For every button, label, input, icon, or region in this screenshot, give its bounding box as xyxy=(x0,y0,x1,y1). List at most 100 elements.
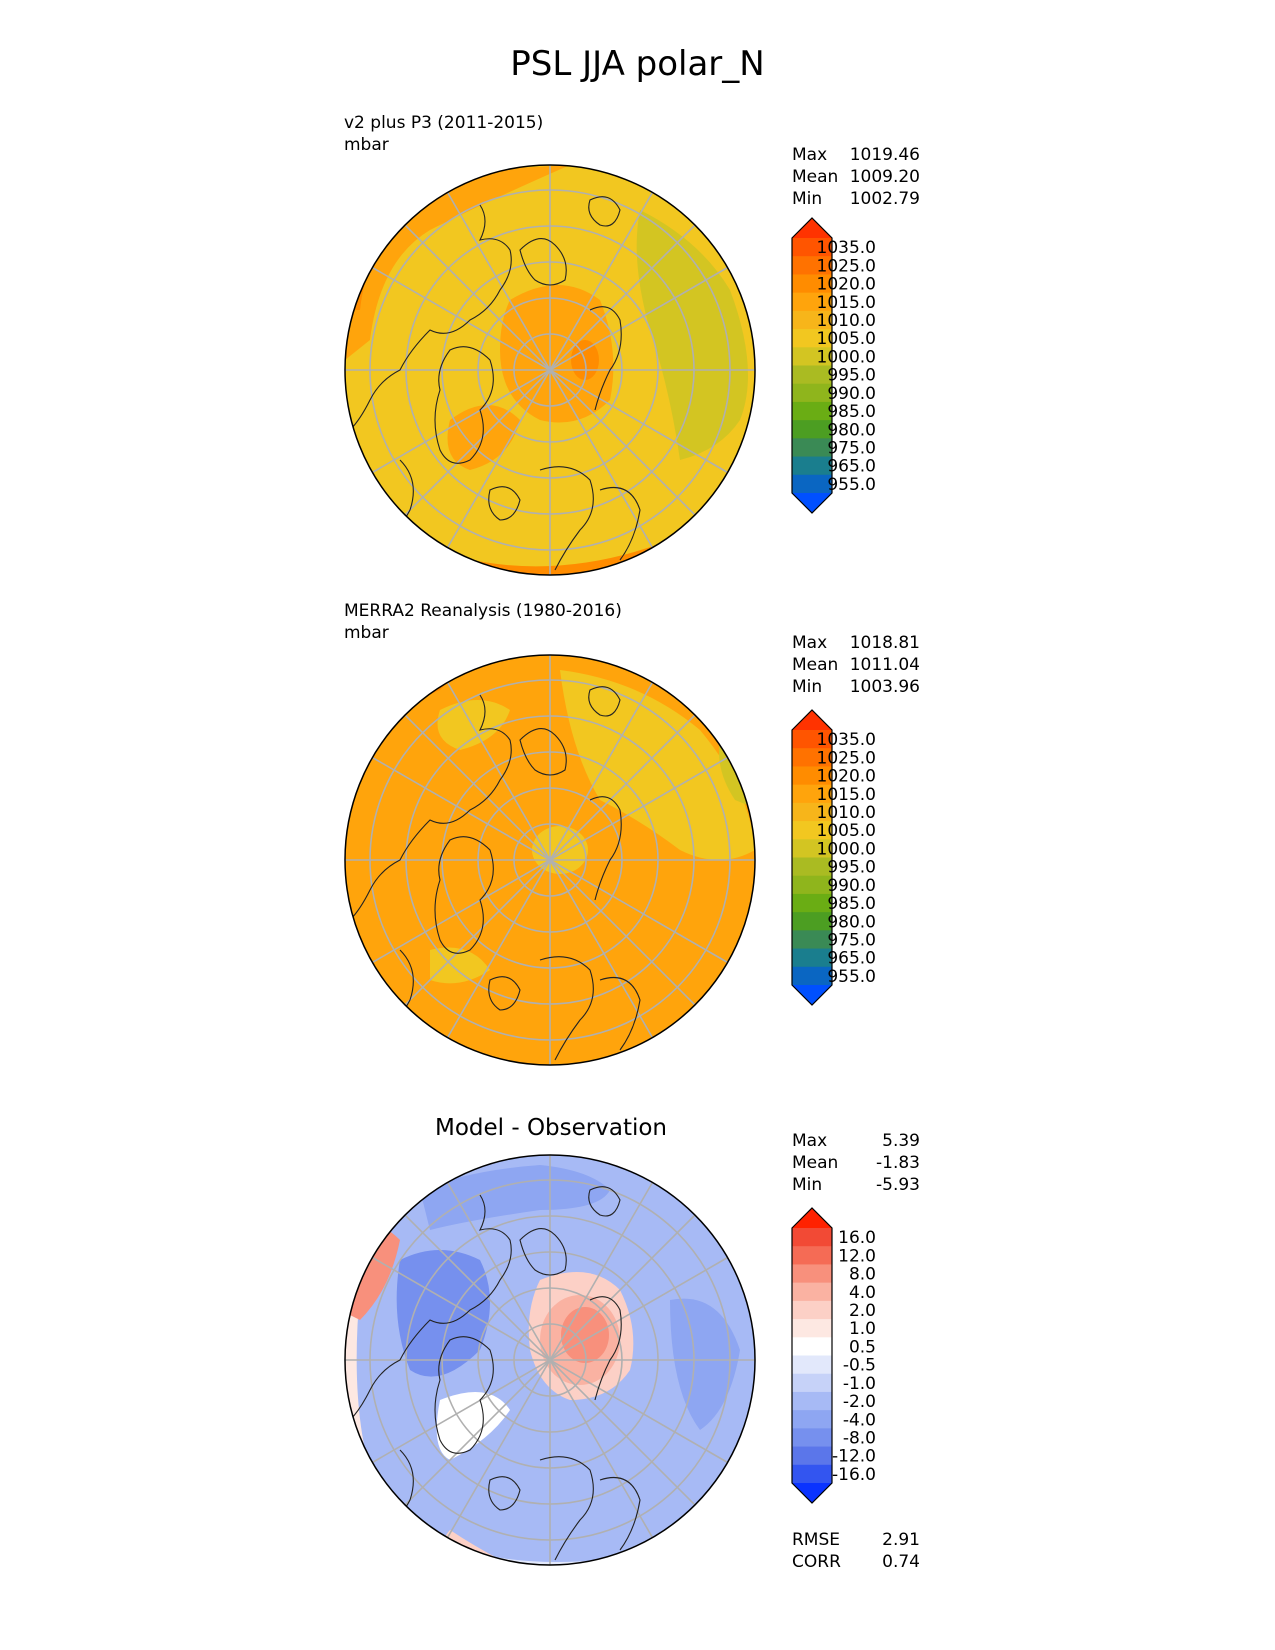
colorbar-bin xyxy=(792,875,832,895)
panel-3-colorbar: 16.012.08.04.02.01.00.5-0.5-1.0-2.0-4.0-… xyxy=(791,1207,876,1504)
stat-label: Mean xyxy=(792,1153,839,1173)
colorbar-bin xyxy=(792,1446,832,1466)
colorbar-tick-label: 1010.0 xyxy=(817,311,876,331)
panel-3-stats: Max 5.39 Mean -1.83 Min -5.93 xyxy=(792,1130,920,1196)
panel-2-title: MERRA2 Reanalysis (1980-2016) xyxy=(344,601,622,621)
coastlines xyxy=(349,1186,641,1561)
colorbar-bin xyxy=(792,1410,832,1429)
panel-2-label: MERRA2 Reanalysis (1980-2016) mbar xyxy=(344,600,622,644)
colorbar-bin xyxy=(792,474,832,494)
positive-edge-south xyxy=(445,1530,520,1565)
colorbar-bin xyxy=(792,438,832,458)
colorbar-bin xyxy=(792,966,832,986)
colorbar-bin xyxy=(792,948,832,968)
colorbar-tick-label: -16.0 xyxy=(832,1465,876,1485)
metric-value: 2.91 xyxy=(882,1530,920,1550)
colorbar-bin xyxy=(792,893,832,913)
colorbar-bin xyxy=(792,365,832,385)
colorbar-bin xyxy=(792,930,832,950)
colorbar-bin xyxy=(792,1428,832,1448)
colorbar-bin xyxy=(792,730,832,749)
colorbar-bin xyxy=(792,1391,832,1411)
stat-label: Min xyxy=(792,677,823,697)
stat-value: 1003.96 xyxy=(849,677,920,697)
colorbar-bin xyxy=(792,1337,832,1356)
colorbar-extend-max xyxy=(792,1208,832,1228)
panel-2-units: mbar xyxy=(344,623,389,643)
stat-value: -5.93 xyxy=(876,1175,920,1195)
colorbar-tick-label: 1020.0 xyxy=(817,767,876,787)
colorbar-tick-label: 1035.0 xyxy=(817,238,876,258)
colorbar-extend-min xyxy=(792,493,832,513)
stat-value: 1019.46 xyxy=(849,145,920,165)
colorbar-outline xyxy=(791,709,833,1006)
colorbar-bin xyxy=(792,839,832,858)
colorbar-tick-label: 16.0 xyxy=(838,1228,876,1248)
stat-value: 1009.20 xyxy=(849,167,920,187)
stat-label: Max xyxy=(792,145,828,165)
negative-core-east xyxy=(670,1298,740,1430)
metric-value: 0.74 xyxy=(882,1552,920,1572)
greenland-patch xyxy=(430,947,490,984)
map-frame xyxy=(344,164,756,576)
colorbar-tick-label: 990.0 xyxy=(827,384,876,404)
panel-1-units: mbar xyxy=(344,135,389,155)
negative-core-west xyxy=(396,1250,490,1377)
stat-value: 1011.04 xyxy=(849,655,920,675)
colorbar-tick-label: 1000.0 xyxy=(817,839,876,859)
colorbar-bin xyxy=(792,857,832,877)
panel-3-title: Model - Observation xyxy=(434,1115,668,1141)
stat-value: -1.83 xyxy=(876,1153,920,1173)
colorbar-tick-label: 990.0 xyxy=(827,876,876,896)
colorbar-bin xyxy=(792,456,832,476)
colorbar-tick-label: 1005.0 xyxy=(817,821,876,841)
stat-mean: Mean 1009.20 xyxy=(792,166,920,188)
colorbar-extend-max xyxy=(792,710,832,730)
stat-mean: Mean -1.83 xyxy=(792,1152,920,1174)
colorbar-tick-label: 1025.0 xyxy=(817,748,876,768)
stat-label: Max xyxy=(792,1131,828,1151)
stat-min: Min 1002.79 xyxy=(792,188,920,210)
metric-label: RMSE xyxy=(792,1530,841,1550)
colorbar-bin xyxy=(792,274,832,294)
colorbar-bin xyxy=(792,292,832,312)
colorbar-tick-label: 1005.0 xyxy=(817,329,876,349)
panel-2-map xyxy=(344,654,756,1066)
colorbar-bin xyxy=(792,1246,832,1265)
colorbar-tick-label: 1015.0 xyxy=(817,785,876,805)
colorbar-tick-label: 1025.0 xyxy=(817,256,876,276)
panel-1-title: v2 plus P3 (2011-2015) xyxy=(344,113,544,133)
colorbar-bin xyxy=(792,912,832,931)
stat-value: 1018.81 xyxy=(849,633,920,653)
central-high xyxy=(500,285,614,423)
colorbar-bin xyxy=(792,1464,832,1484)
colorbar-bin xyxy=(792,329,832,348)
stat-value: 1002.79 xyxy=(849,189,920,209)
stat-value: 5.39 xyxy=(882,1131,920,1151)
colorbar-tick-label: 985.0 xyxy=(827,402,876,422)
colorbar-tick-label: -2.0 xyxy=(843,1392,876,1412)
stat-label: Min xyxy=(792,1175,823,1195)
colorbar-tick-label: -8.0 xyxy=(843,1428,876,1448)
panel-3-metrics: RMSE 2.91 CORR 0.74 xyxy=(792,1529,920,1573)
colorbar-outline xyxy=(791,217,833,514)
panel-3-map xyxy=(344,1154,756,1566)
stat-max: Max 1018.81 xyxy=(792,632,920,654)
panel-1-label: v2 plus P3 (2011-2015) mbar xyxy=(344,112,543,156)
colorbar-tick-label: 975.0 xyxy=(827,930,876,950)
colorbar-tick-label: 1015.0 xyxy=(817,293,876,313)
stat-min: Min 1003.96 xyxy=(792,676,920,698)
stat-label: Max xyxy=(792,633,828,653)
colorbar-tick-label: 955.0 xyxy=(827,967,876,987)
stat-min: Min -5.93 xyxy=(792,1174,920,1196)
colorbar-outline xyxy=(791,1207,833,1504)
colorbar-tick-label: -1.0 xyxy=(843,1374,876,1394)
colorbar-bin xyxy=(792,1300,832,1320)
colorbar-tick-label: 0.5 xyxy=(849,1337,876,1357)
metric-rmse: RMSE 2.91 xyxy=(792,1529,920,1551)
stat-mean: Mean 1011.04 xyxy=(792,654,920,676)
colorbar-tick-label: 1000.0 xyxy=(817,347,876,367)
map-frame xyxy=(344,1154,756,1566)
colorbar-tick-label: 1020.0 xyxy=(817,275,876,295)
stat-label: Mean xyxy=(792,167,839,187)
